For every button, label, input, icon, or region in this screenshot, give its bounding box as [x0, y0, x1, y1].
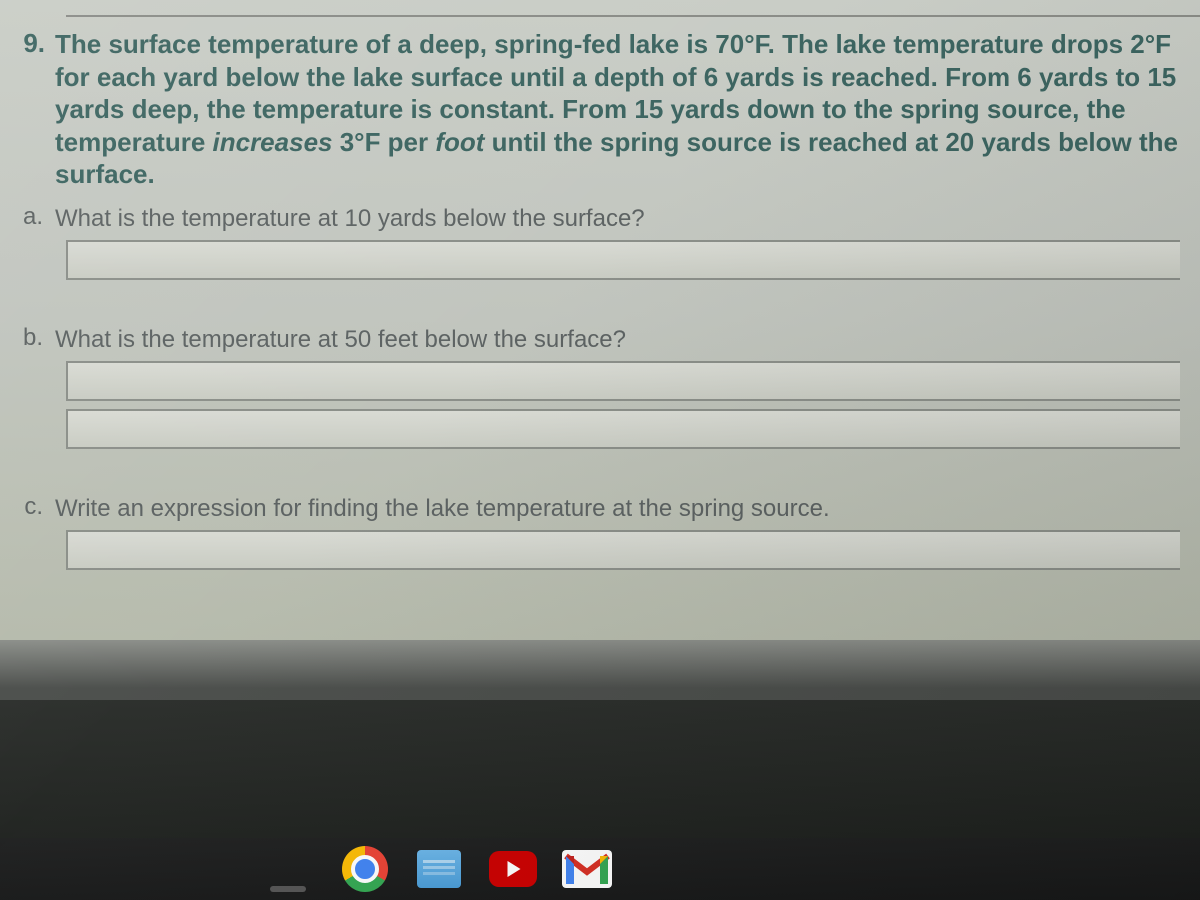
answer-input-c[interactable] — [66, 530, 1180, 570]
youtube-app-icon[interactable] — [488, 844, 538, 894]
sub-letter-c: c. — [0, 493, 55, 524]
question-text: The surface temperature of a deep, sprin… — [55, 28, 1180, 191]
youtube-icon — [489, 851, 537, 887]
page-shadow — [0, 640, 1200, 700]
chrome-app-icon[interactable] — [340, 844, 390, 894]
answer-input-b-2[interactable] — [66, 409, 1180, 449]
sub-text-b: What is the temperature at 50 feet below… — [55, 324, 626, 355]
sub-question-c: c. Write an expression for finding the l… — [0, 493, 1180, 524]
question-number: 9. — [0, 28, 55, 191]
gmail-app-icon[interactable] — [562, 844, 612, 894]
sub-question-b: b. What is the temperature at 50 feet be… — [0, 324, 1180, 355]
taskbar — [0, 838, 1200, 900]
question-main: 9. The surface temperature of a deep, sp… — [0, 28, 1180, 191]
sub-question-a: a. What is the temperature at 10 yards b… — [0, 203, 1180, 234]
sub-letter-a: a. — [0, 203, 55, 234]
document-page: 9. The surface temperature of a deep, sp… — [0, 0, 1200, 640]
answer-input-b-1[interactable] — [66, 361, 1180, 401]
files-app-icon[interactable] — [414, 844, 464, 894]
sub-text-a: What is the temperature at 10 yards belo… — [55, 203, 645, 234]
files-icon — [417, 850, 461, 888]
chrome-icon — [342, 846, 388, 892]
gmail-icon — [562, 850, 612, 888]
sub-text-c: Write an expression for finding the lake… — [55, 493, 830, 524]
sub-letter-b: b. — [0, 324, 55, 355]
taskbar-handle — [270, 886, 306, 892]
answer-input-a[interactable] — [66, 240, 1180, 280]
document-content: 9. The surface temperature of a deep, sp… — [0, 0, 1200, 570]
top-divider — [66, 15, 1200, 17]
